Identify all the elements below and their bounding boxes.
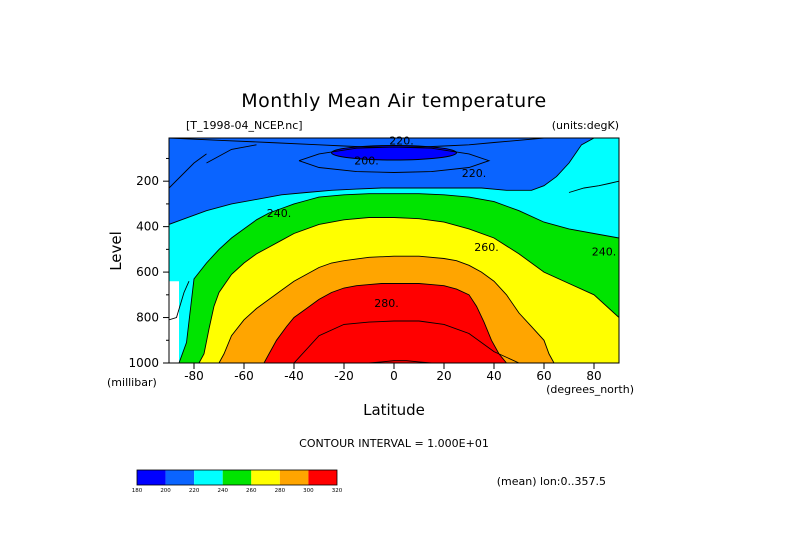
x-tick-label: 0	[390, 369, 398, 383]
x-tick-label: -20	[334, 369, 354, 383]
footer-label: (mean) lon:0..357.5	[497, 475, 606, 488]
colorbar-swatch	[308, 470, 337, 485]
contour-line-240	[169, 193, 619, 363]
contour-line-extra	[298, 146, 491, 173]
x-axis-ticks: -80 -60 -40 -20 0 20 40 60 80	[184, 363, 602, 383]
contour-value-label: 220.	[462, 167, 487, 180]
contour-line-280	[169, 255, 619, 363]
contour-lines	[169, 138, 619, 363]
contour-line-extra	[368, 360, 432, 363]
contour-value-label: 280.	[374, 297, 399, 310]
file-label: [T_1998-04_NCEP.nc]	[186, 119, 303, 132]
colorbar-swatch	[222, 470, 252, 485]
colorbar-swatch	[137, 470, 166, 485]
colorbar-tick-label: 180	[132, 488, 143, 494]
missing-data-region	[169, 281, 179, 363]
contour-line-extra	[206, 144, 257, 164]
contour-value-label: 260.	[474, 241, 499, 254]
contour-value-label: 220.	[389, 134, 414, 147]
x-tick-label: 60	[536, 369, 551, 383]
contour-line-extra	[169, 281, 190, 321]
y-tick-label: 800	[136, 311, 159, 325]
contour-line-260	[169, 217, 619, 363]
colorbar: 180 200 220 240 260 280 300 320	[132, 469, 343, 494]
contour-line-300	[169, 283, 619, 363]
chart-title: Monthly Mean Air temperature	[241, 90, 546, 112]
y-axis-ticks: 200 400 600 800 1000	[128, 157, 169, 370]
y-tick-label: 600	[136, 265, 159, 279]
contour-value-label: 240.	[267, 207, 292, 220]
colorbar-swatch	[194, 470, 223, 485]
x-tick-label: -60	[234, 369, 254, 383]
y-tick-label: 400	[136, 220, 159, 234]
band-300	[169, 283, 619, 363]
x-tick-label: 20	[436, 369, 451, 383]
colorbar-tick-label: 260	[246, 488, 257, 494]
colorbar-tick-label: 200	[160, 488, 171, 494]
contour-line-200	[169, 138, 619, 148]
y-tick-label: 200	[136, 174, 159, 188]
x-tick-label: 40	[486, 369, 501, 383]
colorbar-tick-label: 220	[189, 488, 200, 494]
units-label: (units:degK)	[552, 119, 619, 132]
contour-line-extra	[169, 153, 207, 189]
x-axis-label: Latitude	[363, 401, 425, 419]
colorbar-swatch	[279, 470, 309, 485]
contour-interval-text: CONTOUR INTERVAL = 1.000E+01	[299, 437, 489, 450]
y-tick-label: 1000	[128, 356, 159, 370]
colorbar-tick-label: 240	[217, 488, 228, 494]
contour-line-220	[169, 138, 619, 225]
x-units-label: (degrees_north)	[546, 383, 634, 396]
contour-value-label: 240.	[592, 246, 617, 259]
y-axis-label: Level	[107, 231, 125, 271]
colorbar-tick-label: 320	[332, 488, 343, 494]
colorbar-swatch	[251, 470, 280, 485]
colorbar-tick-label: 300	[303, 488, 314, 494]
contour-value-label: 200.	[354, 155, 379, 168]
contour-line-extra	[293, 320, 520, 363]
contour-labels: 200. 220. 220. 240. 260. 240. 280.	[267, 134, 617, 310]
y-units-label: (millibar)	[107, 376, 157, 389]
x-tick-label: -80	[184, 369, 204, 383]
x-tick-label: 80	[586, 369, 601, 383]
contour-line-extra	[568, 180, 619, 193]
colorbar-swatch	[165, 470, 195, 485]
plot-area: 200. 220. 220. 240. 260. 240. 280.	[168, 134, 620, 364]
x-tick-label: -40	[284, 369, 304, 383]
filled-contour-bands	[169, 138, 619, 363]
colorbar-frame	[136, 469, 338, 486]
cold-core-200	[331, 145, 457, 161]
colorbar-tick-label: 280	[275, 488, 286, 494]
